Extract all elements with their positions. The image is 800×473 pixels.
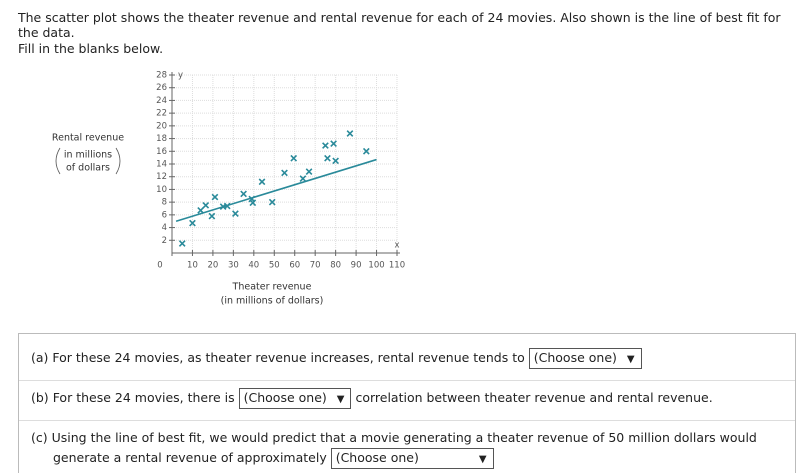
dropdown-text: (Choose one) bbox=[335, 450, 419, 465]
q-text: For these 24 movies, as theater revenue … bbox=[52, 350, 525, 365]
chart: Rental revenue in millions of dollars Th… bbox=[52, 71, 405, 307]
point bbox=[330, 140, 337, 148]
x-axis-letter: x bbox=[394, 241, 399, 251]
paren bbox=[55, 147, 121, 175]
y-tick-label: 18 bbox=[156, 134, 167, 144]
point bbox=[197, 207, 205, 214]
y-axis-label-sub: of dollars bbox=[66, 163, 110, 174]
point bbox=[299, 175, 307, 182]
dropdown[interactable]: (Choose one) ▼ bbox=[238, 388, 352, 409]
y-tick-label: 22 bbox=[156, 109, 167, 119]
point bbox=[258, 178, 266, 186]
y-tick-label: 6 bbox=[162, 210, 167, 220]
point bbox=[362, 147, 370, 155]
q-text: Using the line of best fit, we would pre… bbox=[51, 430, 757, 465]
x-tick-label: 70 bbox=[310, 261, 321, 271]
y-tick-label: 26 bbox=[156, 83, 167, 93]
point bbox=[208, 212, 216, 220]
x-tick-label: 60 bbox=[289, 261, 300, 271]
q-label: (a) bbox=[31, 350, 49, 365]
x-tick-label: 10 bbox=[187, 261, 198, 271]
x-tick-label: 90 bbox=[351, 261, 362, 271]
y-tick-label: 8 bbox=[162, 198, 167, 208]
point bbox=[189, 219, 196, 227]
y-tick-label: 16 bbox=[156, 147, 167, 157]
y-tick-label: 24 bbox=[156, 96, 167, 106]
dropdown-text: (Choose one) bbox=[533, 350, 617, 365]
y-tick-label: 20 bbox=[156, 121, 167, 131]
y-tick-label: 12 bbox=[156, 172, 167, 182]
point bbox=[240, 190, 247, 198]
separator bbox=[19, 380, 795, 381]
fit-line bbox=[175, 158, 377, 222]
point bbox=[324, 154, 331, 162]
dropdown[interactable]: (Choose one) ▼ bbox=[330, 448, 494, 469]
y-axis-label-sub: in millions bbox=[64, 150, 112, 161]
point bbox=[290, 154, 298, 162]
instruction: Fill in the blanks below. bbox=[18, 41, 164, 56]
question-c: (c) Using the line of best fit, we would… bbox=[31, 428, 785, 469]
point bbox=[281, 169, 288, 177]
question-box: (a) For these 24 movies, as theater reve… bbox=[18, 333, 796, 473]
x-axis-label: Theater revenue bbox=[232, 282, 312, 293]
q-label: (c) bbox=[31, 430, 48, 445]
point bbox=[305, 168, 313, 175]
separator bbox=[19, 420, 795, 421]
x-tick-label: 100 bbox=[368, 261, 384, 271]
point bbox=[268, 198, 276, 206]
q-text-after: correlation between theater revenue and … bbox=[355, 390, 713, 405]
y-tick-label: 28 bbox=[156, 71, 167, 81]
x-axis-label-sub: (in millions of dollars) bbox=[221, 296, 324, 307]
x-tick-label: 30 bbox=[228, 261, 239, 271]
point bbox=[346, 130, 354, 137]
question-b: (b) For these 24 movies, there is (Choos… bbox=[31, 388, 785, 409]
y-axis-label: Rental revenue bbox=[52, 133, 124, 144]
y-tick-label: 4 bbox=[162, 223, 167, 233]
intro: The scatter plot shows the theater reven… bbox=[18, 10, 781, 40]
point bbox=[322, 142, 329, 149]
q-text: For these 24 movies, there is bbox=[52, 390, 235, 405]
x-tick-label: 0 bbox=[157, 261, 162, 271]
point bbox=[232, 210, 239, 217]
question-a: (a) For these 24 movies, as theater reve… bbox=[31, 348, 785, 369]
point bbox=[248, 195, 256, 203]
dropdown[interactable]: (Choose one) ▼ bbox=[528, 348, 642, 369]
y-tick-label: 2 bbox=[162, 236, 167, 246]
x-tick-label: 80 bbox=[330, 261, 341, 271]
q-label: (b) bbox=[31, 390, 49, 405]
y-tick-label: 14 bbox=[156, 160, 167, 170]
y-tick-label: 10 bbox=[156, 185, 167, 195]
x-tick-label: 20 bbox=[207, 261, 218, 271]
point bbox=[211, 193, 219, 201]
y-axis-letter: y bbox=[178, 71, 183, 81]
point bbox=[178, 240, 186, 247]
x-tick-label: 40 bbox=[248, 261, 259, 271]
dropdown-text: (Choose one) bbox=[243, 390, 327, 405]
point bbox=[223, 202, 231, 210]
x-tick-label: 110 bbox=[389, 261, 405, 271]
point bbox=[332, 157, 340, 165]
x-tick-label: 50 bbox=[269, 261, 280, 271]
point bbox=[202, 201, 210, 209]
